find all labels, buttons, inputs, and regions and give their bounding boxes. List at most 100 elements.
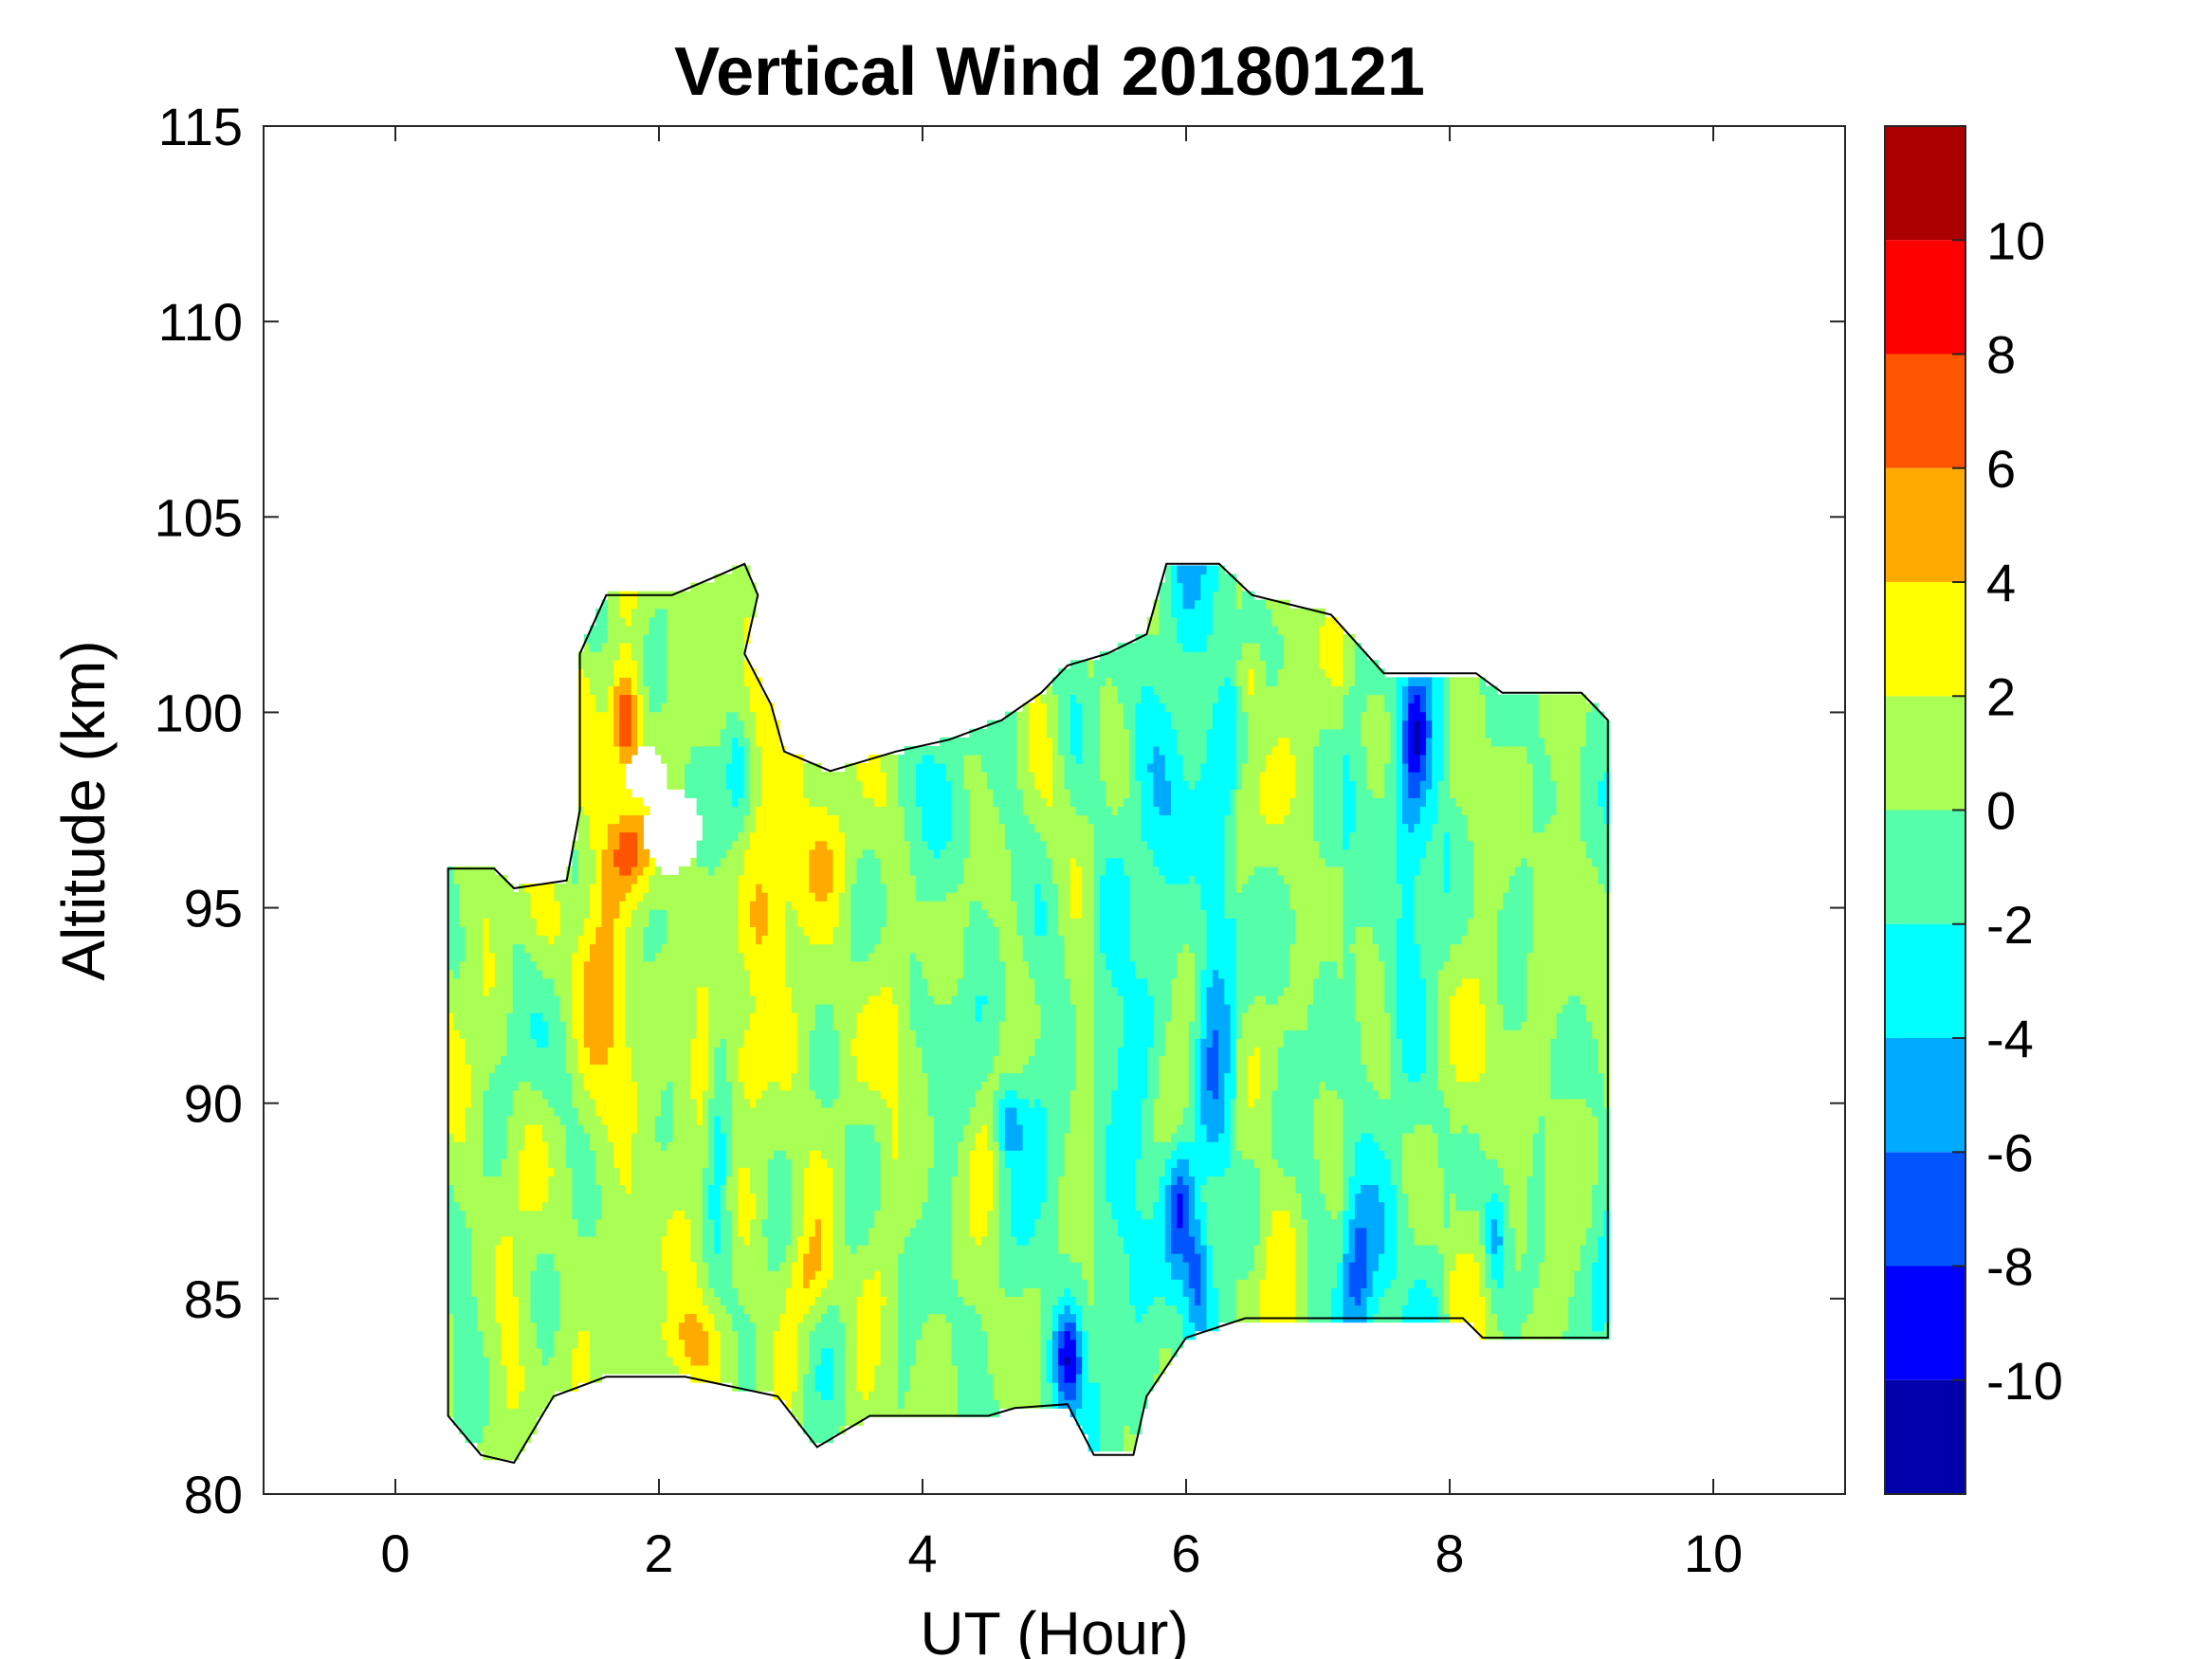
contour-cell bbox=[980, 909, 988, 996]
contour-cell bbox=[993, 1399, 1000, 1417]
contour-cell bbox=[1171, 1150, 1178, 1168]
contour-cell bbox=[672, 1210, 680, 1366]
contour-cell bbox=[607, 1047, 614, 1142]
contour-cell bbox=[1337, 977, 1344, 1100]
contour-cell bbox=[696, 840, 704, 867]
contour-cell bbox=[761, 1235, 769, 1392]
contour-cell bbox=[1040, 901, 1048, 937]
contour-cell bbox=[483, 918, 490, 996]
contour-cell bbox=[749, 831, 757, 902]
contour-cell bbox=[922, 745, 929, 756]
contour-cell bbox=[1106, 651, 1113, 678]
contour-cell bbox=[1099, 780, 1106, 876]
colorbar-segment bbox=[1885, 1266, 1965, 1380]
contour-cell bbox=[1432, 1133, 1439, 1246]
contour-cell bbox=[1521, 1322, 1527, 1340]
contour-cell bbox=[1069, 1003, 1077, 1091]
contour-cell bbox=[779, 745, 787, 1091]
contour-cell bbox=[803, 1313, 811, 1375]
contour-cell bbox=[590, 1150, 596, 1237]
contour-cell bbox=[625, 1047, 632, 1194]
contour-cell bbox=[1069, 1089, 1077, 1263]
contour-cell bbox=[1206, 728, 1214, 988]
contour-cell bbox=[1450, 1064, 1456, 1134]
contour-cell bbox=[595, 608, 603, 652]
contour-cell bbox=[732, 840, 739, 1288]
contour-cell bbox=[453, 977, 461, 1030]
contour-cell bbox=[1106, 1201, 1113, 1452]
contour-cell bbox=[1058, 1330, 1066, 1349]
contour-cell bbox=[654, 711, 662, 756]
contour-cell bbox=[1218, 1133, 1225, 1176]
contour-cell bbox=[738, 1167, 745, 1237]
contour-cell bbox=[1526, 1176, 1534, 1315]
contour-cell bbox=[619, 616, 627, 644]
contour-cell bbox=[1064, 789, 1071, 979]
contour-cell bbox=[1354, 1227, 1362, 1306]
contour-cell bbox=[1550, 1098, 1558, 1340]
contour-cell bbox=[1099, 874, 1106, 954]
contour-cell bbox=[459, 1038, 466, 1142]
contour-cell bbox=[1479, 1244, 1487, 1297]
contour-cell bbox=[1366, 1296, 1374, 1323]
contour-cell bbox=[1514, 694, 1522, 747]
contour-cell bbox=[1283, 986, 1290, 1030]
y-tick-label: 100 bbox=[155, 683, 243, 742]
contour-cell bbox=[1473, 1210, 1480, 1263]
contour-cell bbox=[643, 685, 650, 747]
contour-cell bbox=[743, 660, 751, 686]
contour-cell bbox=[690, 1098, 698, 1263]
contour-cell bbox=[1598, 711, 1605, 781]
contour-cell bbox=[1408, 772, 1416, 798]
contour-cell bbox=[1058, 1313, 1066, 1332]
contour-cell bbox=[518, 1391, 525, 1452]
contour-cell bbox=[559, 884, 567, 1022]
contour-cell bbox=[541, 1253, 549, 1366]
contour-cell bbox=[678, 1210, 686, 1323]
contour-cell bbox=[1224, 918, 1232, 1005]
contour-cell bbox=[690, 857, 698, 1039]
contour-cell bbox=[743, 969, 751, 1030]
contour-cell bbox=[862, 1399, 869, 1417]
contour-cell bbox=[1195, 1253, 1201, 1306]
contour-cell bbox=[1058, 1364, 1066, 1392]
contour-cell bbox=[827, 1106, 834, 1168]
contour-cell bbox=[1503, 892, 1510, 1030]
contour-cell bbox=[714, 1253, 722, 1297]
contour-cell bbox=[1011, 1072, 1017, 1091]
contour-cell bbox=[541, 884, 549, 937]
contour-cell bbox=[1473, 1133, 1480, 1212]
contour-cell bbox=[1235, 1038, 1243, 1151]
contour-cell bbox=[1111, 857, 1119, 988]
contour-cell bbox=[725, 574, 733, 713]
contour-cell bbox=[820, 806, 828, 842]
contour-cell bbox=[696, 866, 704, 988]
contour-cell bbox=[738, 720, 745, 747]
contour-cell bbox=[1034, 1003, 1042, 1039]
contour-cell bbox=[1075, 1304, 1083, 1332]
contour-cell bbox=[1372, 1141, 1380, 1186]
contour-cell bbox=[1313, 1098, 1320, 1159]
contour-cell bbox=[743, 848, 751, 971]
contour-cell bbox=[785, 986, 793, 1091]
contour-cell bbox=[1538, 737, 1545, 833]
contour-cell bbox=[975, 1021, 982, 1091]
contour-cell bbox=[643, 591, 650, 635]
contour-cell bbox=[1490, 1279, 1498, 1315]
contour-cell bbox=[1034, 935, 1042, 1005]
contour-cell bbox=[1485, 1158, 1492, 1203]
contour-cell bbox=[453, 1201, 461, 1427]
contour-cell bbox=[1414, 754, 1421, 773]
contour-cell bbox=[1497, 694, 1504, 747]
contour-cell bbox=[916, 1339, 923, 1417]
contour-cell bbox=[1479, 677, 1487, 696]
contour-cell bbox=[536, 1347, 543, 1417]
contour-cell bbox=[773, 1330, 780, 1400]
contour-cell bbox=[987, 1072, 994, 1151]
contour-cell bbox=[541, 977, 549, 1022]
contour-cell bbox=[856, 1296, 864, 1392]
contour-cell bbox=[856, 960, 864, 1013]
contour-cell bbox=[1271, 866, 1279, 1005]
contour-cell bbox=[1330, 866, 1338, 962]
contour-cell bbox=[874, 1270, 882, 1366]
